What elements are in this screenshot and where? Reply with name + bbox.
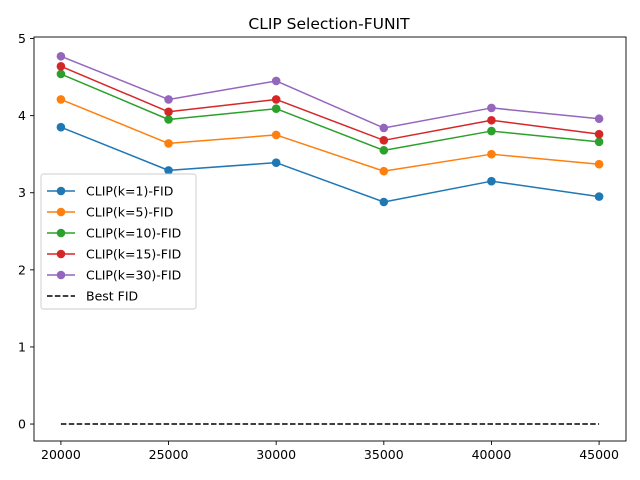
legend-marker [56, 207, 66, 217]
legend-label: CLIP(k=1)-FID [86, 184, 173, 199]
series-line-0 [60, 126, 600, 203]
legend-marker [56, 270, 66, 280]
x-tick-label: 20000 [41, 447, 81, 462]
series-line-2 [60, 73, 600, 152]
data-point [164, 166, 173, 175]
data-point [164, 95, 173, 104]
data-point [379, 136, 389, 145]
series-line-4 [60, 55, 600, 129]
x-axis: 20000 25000 30000 35000 40000 45000 [41, 441, 619, 462]
data-point [487, 176, 496, 186]
plot-area [33, 36, 627, 442]
legend-box [40, 173, 197, 310]
legend: CLIP(k=1)-FID CLIP(k=5)-FID CLIP(k=10)-FID… [40, 173, 197, 310]
series-line-3 [60, 65, 600, 142]
data-point [594, 159, 604, 169]
data-point [487, 103, 496, 113]
data-point [594, 192, 604, 201]
data-point [379, 166, 389, 176]
data-point [271, 104, 281, 113]
y-tick-label: 1 [18, 339, 26, 354]
legend-marker [56, 186, 66, 196]
legend-marker [56, 228, 66, 238]
y-axis: 0 1 2 3 4 5 [18, 31, 34, 432]
data-point [271, 130, 281, 140]
x-tick-label: 30000 [256, 447, 296, 462]
data-point [56, 95, 66, 104]
y-tick-label: 4 [18, 108, 26, 123]
data-point [271, 76, 281, 86]
x-tick-label: 45000 [579, 447, 619, 462]
data-point [56, 51, 66, 61]
data-point [271, 158, 281, 167]
data-point [56, 62, 66, 71]
legend-label: CLIP(k=30)-FID [86, 268, 181, 283]
data-point [487, 115, 496, 125]
data-point [487, 149, 496, 159]
data-point [487, 126, 496, 136]
data-point [379, 123, 389, 133]
axes-frame [33, 36, 627, 442]
data-point [56, 69, 66, 79]
legend-marker [56, 249, 66, 259]
y-tick-label: 2 [18, 262, 26, 277]
data-point [164, 139, 173, 148]
data-point [379, 197, 389, 207]
x-tick-label: 40000 [472, 447, 512, 462]
series-line-1 [60, 98, 600, 172]
x-tick-label: 35000 [364, 447, 404, 462]
data-point [594, 114, 604, 124]
data-point [379, 146, 389, 155]
y-tick-label: 0 [18, 417, 26, 432]
y-tick-label: 3 [18, 185, 26, 200]
legend-label: CLIP(k=5)-FID [86, 205, 173, 220]
data-point [164, 115, 173, 124]
data-point [164, 107, 173, 117]
chart-title: CLIP Selection-FUNIT [248, 15, 410, 33]
data-point [56, 122, 66, 132]
data-point [594, 137, 604, 147]
x-tick-label: 25000 [149, 447, 189, 462]
legend-label: CLIP(k=10)-FID [86, 226, 181, 241]
y-tick-label: 5 [18, 31, 26, 46]
legend-label: Best FID [86, 289, 138, 304]
data-point [271, 95, 281, 104]
data-point [594, 129, 604, 139]
legend-label: CLIP(k=15)-FID [86, 247, 181, 262]
